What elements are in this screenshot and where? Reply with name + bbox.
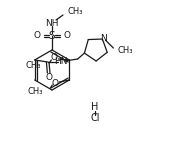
Text: CH₃: CH₃	[117, 46, 133, 55]
Text: H: H	[91, 102, 99, 112]
Text: CH₃: CH₃	[28, 87, 43, 96]
Text: O: O	[63, 31, 70, 40]
Text: HN: HN	[54, 58, 67, 67]
Text: O: O	[34, 31, 41, 40]
Text: O: O	[51, 54, 58, 62]
Text: O: O	[52, 78, 59, 87]
Text: N: N	[100, 33, 107, 42]
Text: S: S	[49, 31, 55, 41]
Text: O: O	[45, 73, 52, 82]
Text: NH: NH	[45, 19, 59, 28]
Text: CH₃: CH₃	[26, 61, 41, 70]
Text: Cl: Cl	[90, 113, 100, 123]
Text: CH₃: CH₃	[68, 8, 83, 17]
